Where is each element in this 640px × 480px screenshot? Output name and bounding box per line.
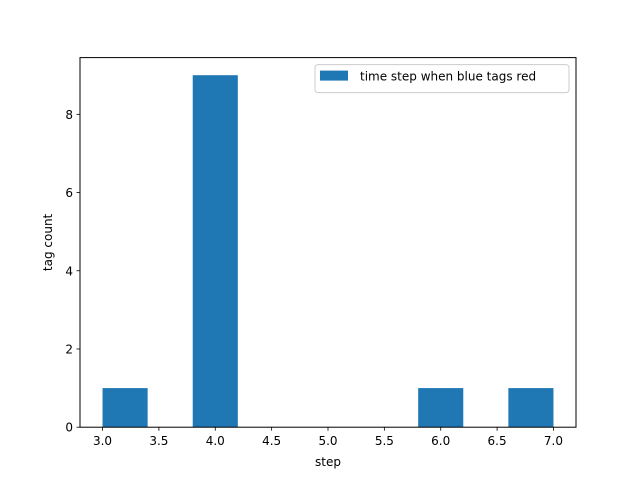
y-tick-label: 6	[65, 186, 73, 200]
legend-swatch	[320, 70, 348, 81]
y-tick-label: 8	[65, 108, 73, 122]
legend-box	[314, 64, 570, 94]
y-tick-label: 4	[65, 264, 73, 278]
x-tick-label: 5.0	[318, 434, 337, 448]
x-tick-label: 4.5	[262, 434, 281, 448]
bars-group	[102, 75, 554, 428]
plot-area-frame	[79, 57, 577, 428]
histogram-bar	[418, 388, 464, 428]
y-tick-label: 0	[65, 421, 73, 435]
y-axis-label: tag count	[41, 213, 55, 271]
x-tick-label: 3.5	[149, 434, 168, 448]
x-tick-label: 7.0	[544, 434, 563, 448]
x-tick-label: 4.0	[206, 434, 225, 448]
x-axis-label: step	[315, 455, 341, 469]
x-tick-label: 6.5	[488, 434, 507, 448]
histogram-bar	[102, 388, 148, 428]
x-axis-ticks: 3.0 3.5 4.0 4.5 5.0 5.5 6.0 6.5 7.0	[93, 427, 563, 448]
legend: time step when blue tags red	[314, 64, 570, 94]
y-tick-label: 2	[65, 342, 73, 356]
y-axis-ticks: 0 2 4 6 8	[65, 108, 80, 435]
histogram-bar	[192, 75, 238, 428]
histogram-bar	[508, 388, 554, 428]
x-tick-label: 6.0	[431, 434, 450, 448]
legend-label: time step when blue tags red	[360, 70, 536, 84]
x-tick-label: 5.5	[375, 434, 394, 448]
x-tick-label: 3.0	[93, 434, 112, 448]
